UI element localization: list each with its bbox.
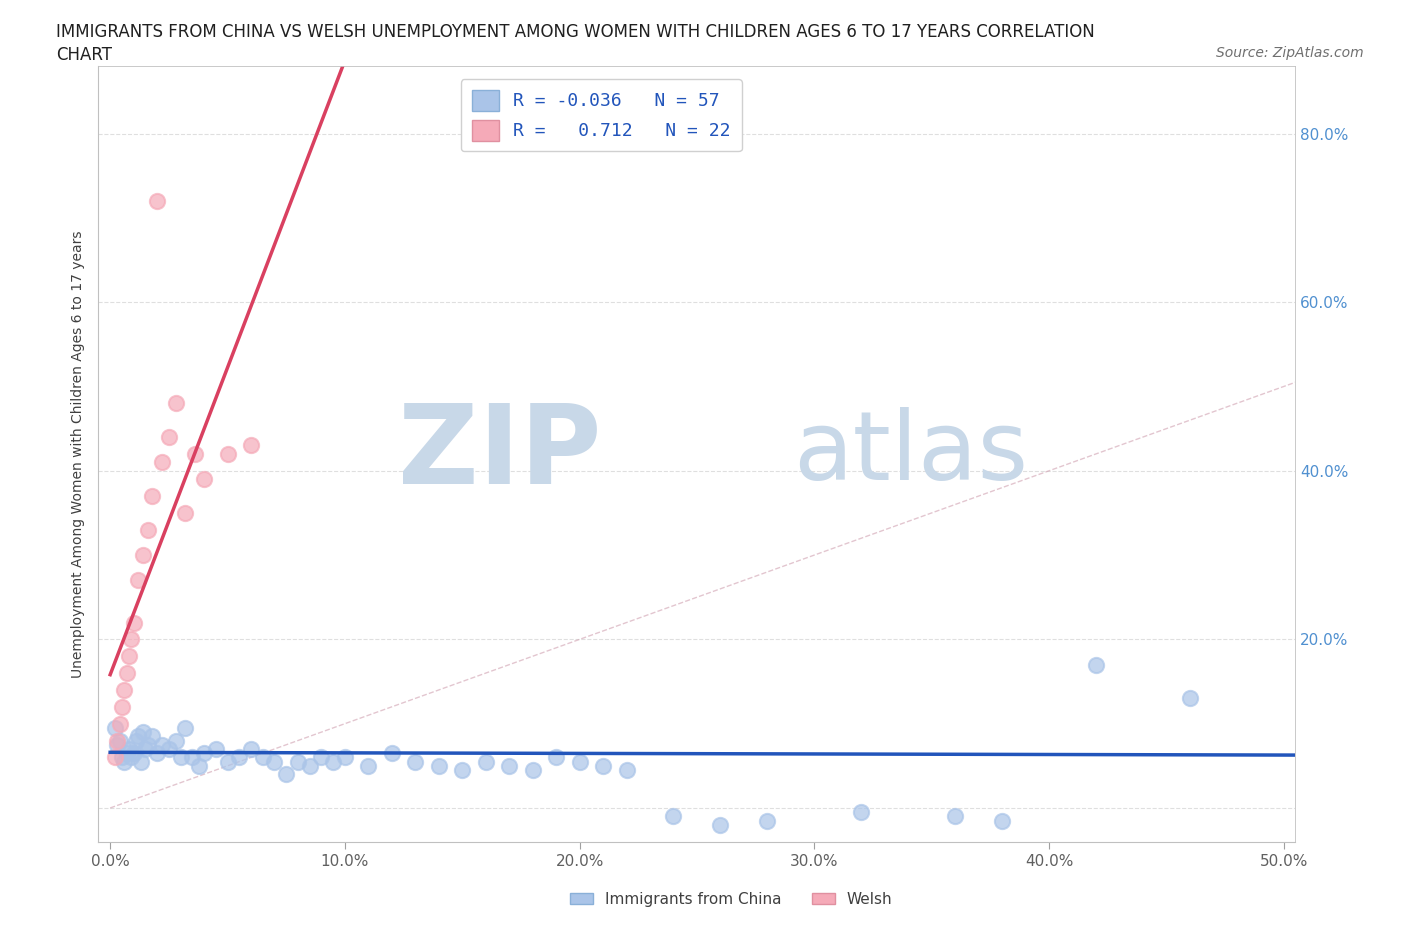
- Point: [322, 754, 344, 769]
- Point: [298, 758, 321, 773]
- Point: [228, 750, 250, 764]
- Text: IMMIGRANTS FROM CHINA VS WELSH UNEMPLOYMENT AMONG WOMEN WITH CHILDREN AGES 6 TO : IMMIGRANTS FROM CHINA VS WELSH UNEMPLOYM…: [56, 23, 1095, 41]
- Point: [991, 813, 1014, 828]
- Point: [217, 446, 239, 461]
- Text: atlas: atlas: [793, 407, 1028, 500]
- Point: [108, 716, 131, 731]
- Point: [136, 523, 159, 538]
- Point: [193, 472, 215, 486]
- Legend: R = -0.036   N = 57, R =   0.712   N = 22: R = -0.036 N = 57, R = 0.712 N = 22: [461, 79, 741, 152]
- Point: [111, 750, 134, 764]
- Point: [141, 488, 163, 503]
- Point: [616, 763, 638, 777]
- Point: [150, 737, 173, 752]
- Point: [118, 649, 141, 664]
- Point: [150, 455, 173, 470]
- Point: [127, 573, 149, 588]
- Point: [851, 804, 873, 819]
- Point: [157, 741, 180, 756]
- Point: [127, 729, 149, 744]
- Point: [568, 754, 591, 769]
- Point: [188, 758, 211, 773]
- Point: [112, 754, 135, 769]
- Point: [943, 809, 966, 824]
- Y-axis label: Unemployment Among Women with Children Ages 6 to 17 years: Unemployment Among Women with Children A…: [72, 230, 86, 678]
- Point: [183, 446, 205, 461]
- Point: [157, 430, 180, 445]
- Point: [146, 746, 169, 761]
- Point: [474, 754, 496, 769]
- Point: [451, 763, 474, 777]
- Point: [311, 750, 333, 764]
- Point: [662, 809, 685, 824]
- Point: [427, 758, 450, 773]
- Point: [756, 813, 779, 828]
- Point: [111, 699, 134, 714]
- Point: [118, 741, 141, 756]
- Point: [120, 750, 142, 764]
- Point: [240, 438, 263, 453]
- Point: [193, 746, 215, 761]
- Point: [115, 746, 138, 761]
- Point: [141, 729, 163, 744]
- Point: [125, 733, 148, 748]
- Point: [165, 396, 187, 411]
- Point: [181, 750, 204, 764]
- Text: ZIP: ZIP: [398, 401, 602, 508]
- Point: [108, 733, 131, 748]
- Text: Source: ZipAtlas.com: Source: ZipAtlas.com: [1216, 46, 1364, 60]
- Point: [381, 746, 404, 761]
- Point: [263, 754, 285, 769]
- Point: [404, 754, 426, 769]
- Point: [522, 763, 544, 777]
- Point: [252, 750, 274, 764]
- Text: CHART: CHART: [56, 46, 112, 64]
- Point: [105, 737, 128, 752]
- Point: [134, 741, 156, 756]
- Point: [165, 733, 187, 748]
- Point: [276, 767, 298, 782]
- Point: [217, 754, 239, 769]
- Point: [115, 666, 138, 681]
- Point: [136, 737, 159, 752]
- Point: [132, 548, 155, 563]
- Point: [357, 758, 380, 773]
- Point: [546, 750, 568, 764]
- Point: [709, 817, 731, 832]
- Point: [1084, 658, 1107, 672]
- Point: [204, 741, 226, 756]
- Point: [592, 758, 614, 773]
- Point: [132, 724, 155, 739]
- Point: [333, 750, 356, 764]
- Point: [122, 615, 145, 630]
- Point: [122, 746, 145, 761]
- Point: [498, 758, 520, 773]
- Point: [129, 754, 152, 769]
- Point: [146, 193, 169, 208]
- Point: [104, 721, 127, 736]
- Point: [104, 750, 127, 764]
- Point: [174, 721, 197, 736]
- Point: [240, 741, 263, 756]
- Point: [169, 750, 191, 764]
- Point: [105, 733, 128, 748]
- Point: [287, 754, 309, 769]
- Point: [174, 506, 197, 521]
- Point: [112, 683, 135, 698]
- Legend: Immigrants from China, Welsh: Immigrants from China, Welsh: [564, 886, 898, 913]
- Point: [120, 632, 142, 647]
- Point: [1178, 691, 1201, 706]
